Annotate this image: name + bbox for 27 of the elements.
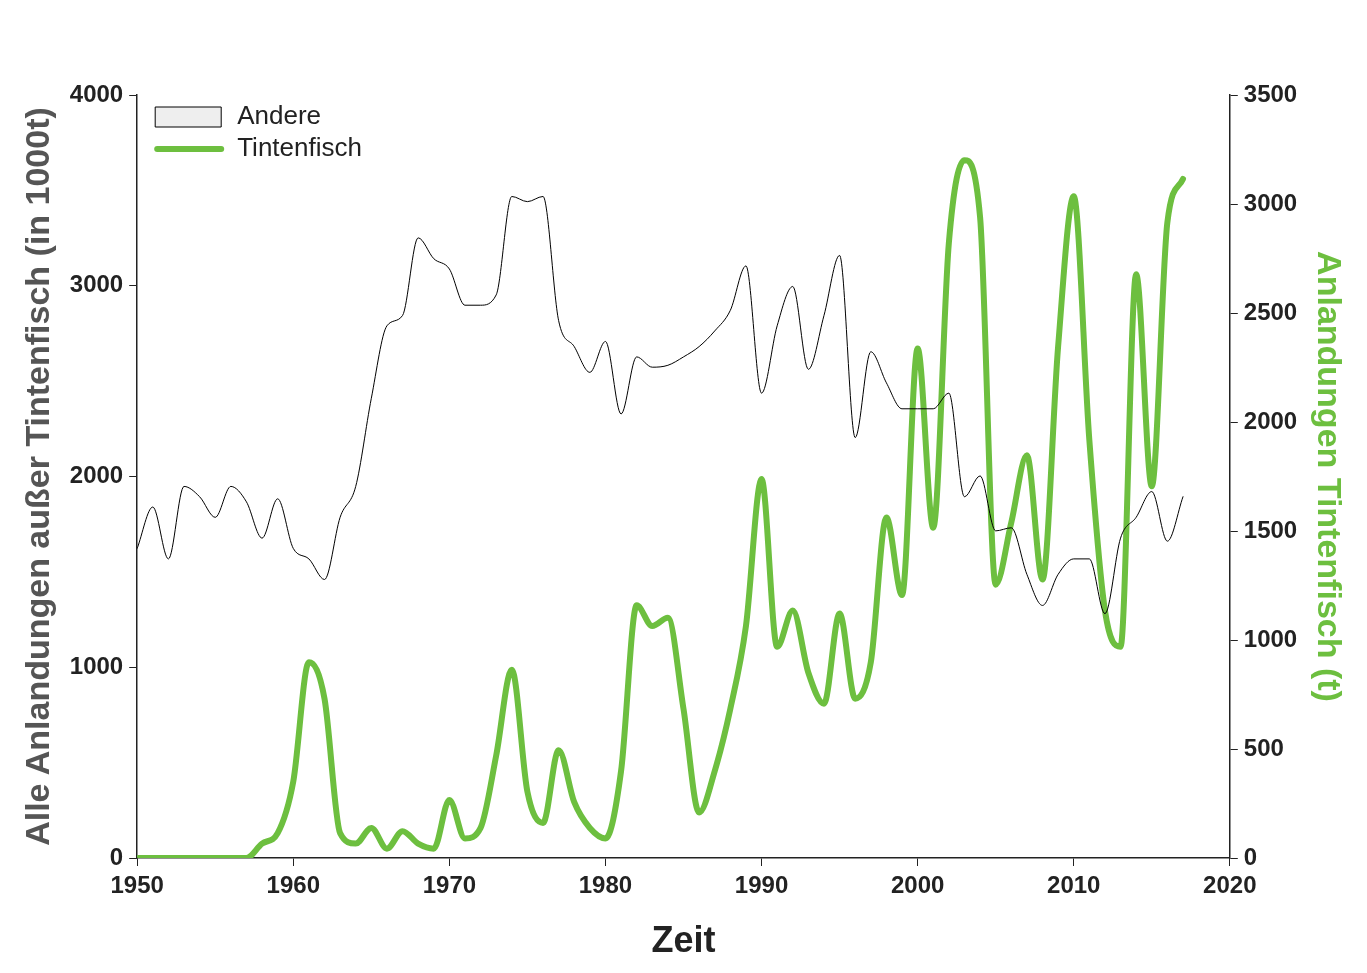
y-tick-label: 3000 xyxy=(69,270,124,298)
y2-tick-label: 1000 xyxy=(1243,624,1298,652)
y-tick-label: 2000 xyxy=(69,461,124,489)
y2-tick-label: 0 xyxy=(1243,842,1258,870)
y2-tick-label: 1500 xyxy=(1243,515,1298,543)
y-tick-label: 1000 xyxy=(69,651,124,679)
x-tick-label: 1980 xyxy=(578,871,633,899)
x-tick-label: 2010 xyxy=(1047,871,1101,899)
x-axis-title: Zeit xyxy=(651,919,716,961)
y2-tick-label: 3000 xyxy=(1243,188,1298,216)
y2-axis-title: Anlandungen Tintenfisch (t) xyxy=(1311,251,1350,702)
legend-label: Tintenfisch xyxy=(237,132,362,163)
line-series xyxy=(137,195,1184,615)
y2-tick-label: 500 xyxy=(1243,733,1284,761)
x-tick-label: 1960 xyxy=(266,871,320,899)
x-tick-label: 2020 xyxy=(1203,871,1257,899)
x-tick-label: 1990 xyxy=(734,871,789,899)
y2-tick-label: 3500 xyxy=(1243,79,1298,107)
legend-label: Andere xyxy=(237,100,322,131)
y2-tick-label: 2500 xyxy=(1243,297,1298,325)
y-axis-title: Alle Anlandungen außer Tintenfisch (in 1000t) xyxy=(17,107,56,846)
y-tick-label: 4000 xyxy=(69,79,124,107)
x-tick-label: 2000 xyxy=(890,871,945,899)
x-tick-label: 1950 xyxy=(110,871,164,899)
x-tick-label: 1970 xyxy=(422,871,477,899)
y-tick-label: 0 xyxy=(109,842,124,870)
y2-tick-label: 2000 xyxy=(1243,406,1298,434)
